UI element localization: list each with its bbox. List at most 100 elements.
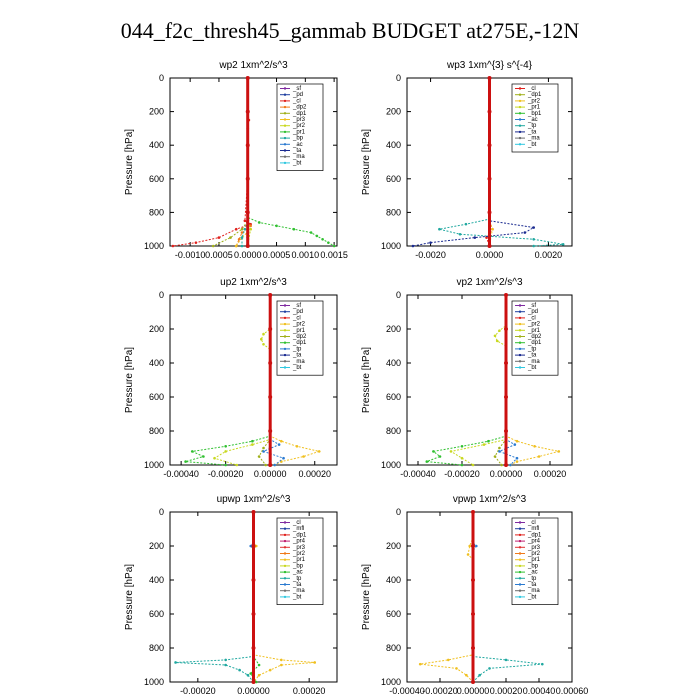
legend-marker <box>518 558 522 561</box>
y-tick-label: 0 <box>396 73 401 83</box>
y-tick-label: 400 <box>386 140 401 150</box>
x-tick-label: 0.00020 <box>298 469 331 479</box>
legend-marker <box>283 546 287 549</box>
y-tick-label: 200 <box>149 324 164 334</box>
data-point <box>487 76 492 80</box>
data-point <box>262 450 265 453</box>
data-point <box>268 463 273 467</box>
data-point <box>234 227 238 231</box>
series-line-pr1 <box>449 295 507 466</box>
y-axis-label: Pressure [hPa] <box>124 129 135 195</box>
legend-marker <box>518 136 522 140</box>
data-point <box>238 668 241 672</box>
legend-marker <box>518 93 522 96</box>
legend-marker <box>283 136 287 140</box>
legend-entry: _mfl <box>292 526 304 532</box>
data-point <box>504 429 508 433</box>
data-point <box>460 445 464 448</box>
legend-marker <box>518 366 522 369</box>
data-point <box>487 439 490 443</box>
legend-entry: _ma <box>292 154 305 160</box>
y-tick-label: 200 <box>386 541 401 551</box>
y-tick-label: 800 <box>386 426 401 436</box>
panel-title: wp3 1xm^{3} s^{-4} <box>446 60 533 71</box>
y-tick-label: 800 <box>386 207 401 217</box>
data-point <box>487 109 492 114</box>
y-tick-label: 600 <box>386 174 401 184</box>
data-point <box>268 429 273 433</box>
y-tick-label: 600 <box>149 392 164 402</box>
data-point <box>438 455 442 458</box>
legend-marker <box>518 539 522 543</box>
panel-title: vpwp 1xm^2/s^3 <box>453 494 527 505</box>
legend-marker <box>283 87 287 90</box>
data-point <box>449 450 453 453</box>
data-point <box>504 293 508 297</box>
y-tick-label: 1000 <box>381 677 401 687</box>
legend-marker <box>283 589 287 592</box>
data-point <box>465 673 468 677</box>
legend-entry: _dp1 <box>527 92 542 98</box>
data-point <box>251 510 256 514</box>
data-point <box>268 327 273 331</box>
data-point <box>262 332 265 336</box>
legend-entry: _sf <box>292 86 301 92</box>
legend-entry: _dp2 <box>527 334 542 340</box>
data-point <box>332 244 336 248</box>
x-tick-label: 0.00020 <box>293 686 326 696</box>
data-point <box>282 456 285 460</box>
data-point <box>515 439 519 443</box>
legend-entry: _pd <box>292 309 303 315</box>
data-point <box>541 662 544 666</box>
data-point <box>460 463 464 467</box>
data-point <box>321 237 324 241</box>
legend-marker <box>518 335 522 338</box>
legend-marker <box>518 527 522 530</box>
panel-4: vp2 1xm^2/s^3 Pressure [hPa] 0 200 400 600 800… <box>361 277 573 479</box>
plot-frame <box>406 294 573 466</box>
legend-marker <box>283 533 287 537</box>
y-tick-label: 800 <box>386 643 401 653</box>
series-line-dp1 <box>426 295 507 466</box>
legend-entry: _ta <box>527 582 537 588</box>
data-point <box>309 231 313 234</box>
data-point <box>317 450 321 453</box>
legend-entry: _cl <box>527 86 536 92</box>
legend-marker <box>283 99 287 103</box>
data-point <box>561 243 565 246</box>
data-point <box>254 544 258 548</box>
legend-marker <box>283 143 287 146</box>
x-tick-label: 0.00000 <box>457 686 490 696</box>
data-point <box>491 227 494 231</box>
data-point <box>224 658 227 662</box>
legend-entry: _pr3 <box>292 117 306 123</box>
legend-marker <box>518 552 522 555</box>
y-tick-label: 1000 <box>144 460 164 470</box>
legend-marker <box>518 87 522 90</box>
panel-title: upwp 1xm^2/s^3 <box>217 494 291 505</box>
legend-marker <box>283 322 287 326</box>
x-tick-label: 0.00040 <box>523 686 556 696</box>
legend-marker <box>518 577 522 580</box>
legend-marker <box>518 595 522 599</box>
legend-entry: _pr1 <box>292 557 306 563</box>
legend-entry: _ta <box>527 353 537 359</box>
legend-marker <box>518 118 522 121</box>
data-point <box>429 241 432 244</box>
data-point <box>471 578 475 582</box>
legend-entry: _pr4 <box>527 539 541 545</box>
legend-marker <box>518 124 522 127</box>
data-point <box>515 460 519 463</box>
data-point <box>257 455 261 458</box>
data-point <box>464 222 468 226</box>
x-tick-label: 0.00060 <box>556 686 589 696</box>
data-point <box>277 443 281 446</box>
data-point <box>532 226 535 229</box>
panel-3: up2 1xm^2/s^3 Pressure [hPa] 0 200 400 600 800… <box>124 277 338 479</box>
data-point <box>468 544 472 548</box>
panel-title: vp2 1xm^2/s^3 <box>456 277 523 288</box>
legend: _cl_mfl_dp1_pr4_pr3_pr2_pr1_bp_ac_tp_ta_… <box>511 517 559 605</box>
legend-entry: _bp1 <box>527 111 542 117</box>
data-point <box>315 234 319 238</box>
series-line-pr1 <box>253 512 315 683</box>
